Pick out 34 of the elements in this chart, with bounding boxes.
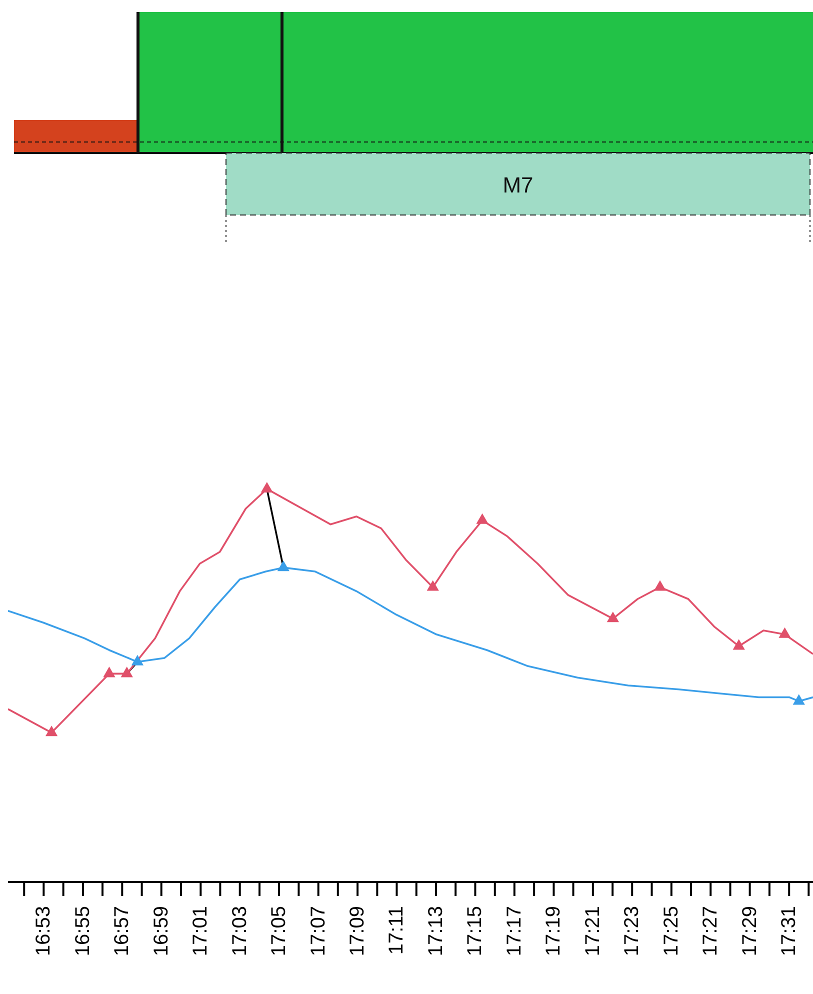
point: [476, 513, 488, 524]
x-tick-label: 17:13: [425, 906, 448, 956]
x-tick-label: 17:07: [307, 906, 330, 956]
x-tick-label: 17:23: [621, 906, 644, 956]
point: [606, 612, 620, 622]
point: [277, 560, 290, 572]
x-tick-label: 17:31: [778, 906, 800, 956]
x-tick-label: 17:25: [660, 906, 682, 956]
text: M7: [502, 172, 534, 198]
x-tick-label: 17:21: [582, 906, 604, 956]
point: [778, 627, 791, 638]
x-tick-label: 17:19: [542, 906, 565, 956]
x-tick-label: 17:29: [738, 906, 761, 956]
x-tick-label: 16:53: [32, 906, 55, 956]
point: [45, 726, 58, 736]
point: [792, 694, 805, 705]
x-tick-label: 17:01: [190, 906, 212, 956]
point: [260, 482, 273, 492]
point: [131, 654, 144, 666]
x-tick-label: 16:57: [111, 906, 134, 956]
x-tick-label: 17:15: [464, 906, 486, 956]
point: [120, 666, 133, 678]
x-tick-label: 17:27: [700, 906, 722, 956]
x-tick-label: 17:09: [346, 906, 369, 956]
point: [426, 580, 439, 591]
point: [732, 639, 745, 650]
x-tick-label: 16:55: [72, 906, 94, 956]
x-tick-label: 16:59: [150, 906, 172, 956]
point: [654, 580, 666, 591]
x-tick-label: 17:17: [503, 906, 526, 956]
point: [103, 666, 116, 678]
x-tick-label: 17:05: [268, 906, 290, 956]
x-tick-label: 17:03: [228, 906, 251, 956]
x-tick-label: 17:11: [386, 906, 408, 955]
